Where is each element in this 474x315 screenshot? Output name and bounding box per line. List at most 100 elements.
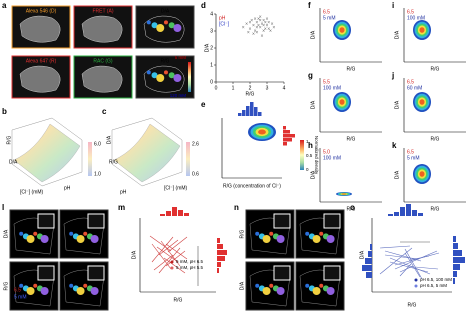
point: × [252, 23, 255, 29]
histogram-bar [365, 258, 372, 264]
trajectory [379, 245, 411, 249]
label: 1.0 [94, 171, 101, 177]
label: R/G [347, 136, 356, 142]
colorbar [88, 142, 92, 176]
panel-label: i [392, 1, 394, 10]
image-title: D/A [161, 8, 170, 14]
cell-spot [269, 231, 274, 236]
histogram-bar [400, 207, 405, 216]
cell-spot [156, 74, 165, 82]
histogram-bar [453, 271, 457, 277]
point: × [254, 16, 257, 22]
image-title: R/G [161, 58, 170, 64]
cell-spot [168, 22, 175, 29]
panel-label: d [201, 1, 206, 10]
legend-label: 5 mM, pH 5.5 [176, 265, 204, 270]
surface [13, 123, 81, 183]
point: × [255, 25, 258, 31]
legend-label: pH 6.5, 100 mM [420, 277, 452, 282]
cell-spot [33, 283, 38, 288]
histogram-bar [217, 244, 223, 249]
histogram-bar [283, 138, 292, 142]
histogram-bar [217, 238, 220, 243]
x-tick-label: 1 [232, 85, 235, 91]
point: × [250, 18, 253, 24]
legend-label: pH 6.5, 5 mM [420, 283, 447, 288]
histogram-bar [217, 250, 227, 255]
cell-spot [276, 287, 285, 295]
inset [273, 213, 291, 229]
density [419, 99, 425, 105]
image [135, 5, 195, 49]
histogram-bar [238, 113, 242, 116]
cell-spot [76, 235, 85, 243]
trajectory [394, 250, 438, 270]
label: R/G [6, 135, 12, 144]
colorbar [186, 142, 190, 176]
label: R/G [431, 66, 440, 72]
label: 1 [306, 139, 309, 144]
histogram-bar [242, 110, 246, 116]
label: 5.5 [323, 79, 330, 85]
cell-spot [276, 235, 285, 243]
trajectory [163, 257, 186, 274]
label: D/A [239, 281, 245, 290]
panel-label: m [118, 203, 125, 212]
cell-spot [255, 283, 260, 288]
cell-spot [151, 72, 158, 79]
cell-spot [168, 72, 175, 79]
label: D/A [106, 135, 112, 144]
legend-marker [170, 260, 174, 264]
label: D/A [310, 30, 316, 39]
label: 6.5 [407, 79, 414, 85]
panel-label: e [201, 100, 206, 109]
cell-spot [19, 231, 24, 236]
histogram-bar [217, 256, 225, 261]
y-tick-label: 4 [210, 11, 213, 17]
histogram-bar [453, 257, 465, 263]
cell-spot [173, 74, 182, 82]
histogram-bar [160, 214, 165, 216]
x-tick-label: 0 [215, 85, 218, 91]
density [258, 129, 266, 135]
label: 5 mM [323, 15, 336, 21]
cell-spot [83, 283, 88, 288]
colorbar [300, 140, 304, 170]
image-title: Alexa 647 (R) [26, 58, 57, 64]
cell-spot [69, 283, 74, 288]
trajectory [165, 243, 188, 260]
label: R/G [246, 91, 255, 97]
histogram-bar [254, 107, 258, 116]
histogram-bar [366, 272, 372, 278]
label: 6.0 [94, 141, 101, 147]
image-title: FRET (A) [92, 8, 113, 14]
cell-spot [146, 20, 151, 25]
histogram-bar [453, 264, 460, 270]
trajectory [389, 261, 429, 273]
cell-spot [26, 235, 35, 243]
cell-spot [146, 70, 151, 75]
label: D/A [394, 100, 400, 109]
trajectory [151, 236, 174, 263]
label: [Cl⁻] [219, 21, 230, 27]
cell-spot [40, 287, 49, 295]
x-tick-label: 2 [249, 85, 252, 91]
histogram-bar [172, 207, 177, 216]
trajectory [165, 250, 186, 267]
label: 5.0 [323, 149, 330, 155]
legend-label: 5 mM, pH 6.5 [176, 259, 204, 264]
histogram-bar [283, 126, 286, 130]
cell-outline [81, 65, 123, 93]
point: × [260, 33, 263, 39]
histogram-bar [406, 204, 411, 216]
inset [37, 265, 55, 281]
panel-label: j [391, 71, 394, 80]
point: × [262, 28, 265, 34]
cell-spot [156, 24, 165, 32]
image [188, 62, 191, 92]
cell-spot [163, 70, 168, 75]
box-frame [111, 117, 183, 187]
histogram-bar [453, 278, 455, 284]
label: R/G [174, 297, 183, 303]
